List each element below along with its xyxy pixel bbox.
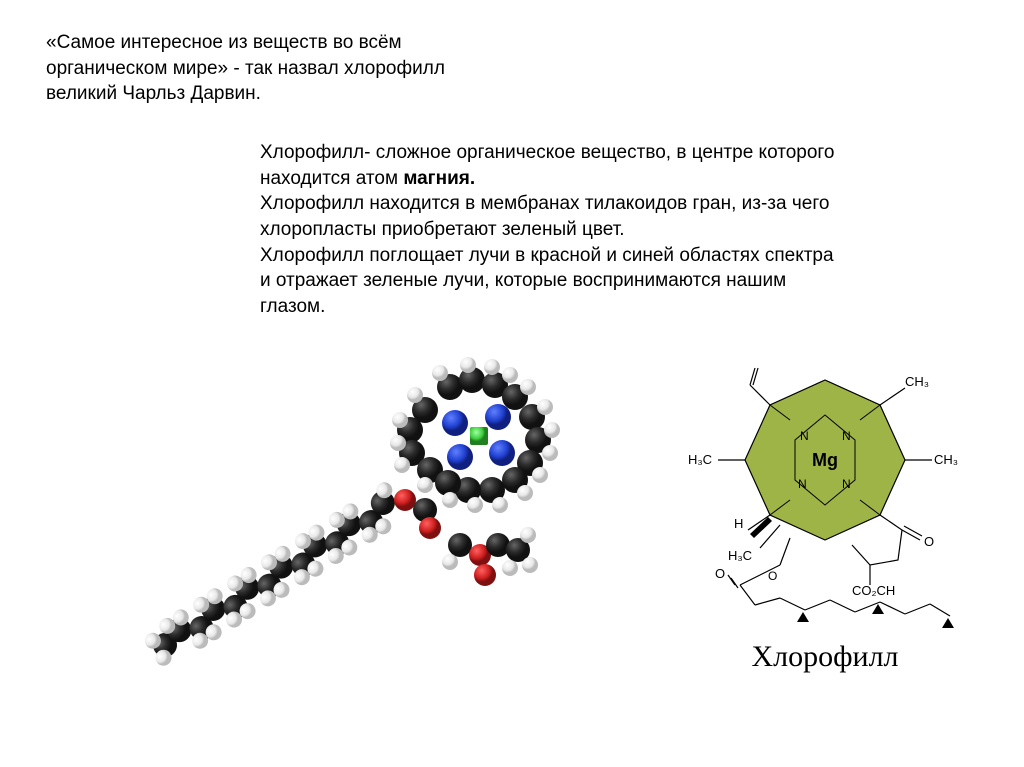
quote-line-3: великий Чарльз Дарвин. [46,81,476,107]
main-text: Хлорофилл- сложное органическое вещество… [260,140,840,319]
molecule-3d [130,350,650,680]
o-label: O [924,534,934,549]
structure-diagram: N N N N Mg [680,360,970,650]
quote-line-1: «Самое интересное из веществ во всём [46,30,476,56]
paragraph-1: Хлорофилл- сложное органическое вещество… [260,140,840,191]
quote-block: «Самое интересное из веществ во всём орг… [46,30,476,107]
svg-text:N: N [842,477,851,491]
svg-text:N: N [800,429,809,443]
h-label: H [734,516,743,531]
svg-text:N: N [798,477,807,491]
phytol-tail [139,479,411,673]
ch3-top: CH₃ [905,374,929,389]
ch3-right: CH₃ [934,452,958,467]
h3c-lower: H₃C [728,548,752,563]
mg-label: Mg [812,450,838,470]
quote-line-2: органическом мире» - так назвал хлорофил… [46,56,476,82]
ester-linkage [394,489,441,539]
structure-caption: Хлорофилл [680,640,970,674]
lower-ester [442,527,538,586]
p1a: Хлорофилл- сложное органическое вещество… [260,142,835,189]
svg-text:O: O [768,569,777,583]
porphyrin-head [390,357,560,513]
svg-text:N: N [842,429,851,443]
o-label-2: O [715,566,725,581]
h3c-left: H₃C [688,452,712,467]
paragraph-2: Хлорофилл находится в мембранах тилакоид… [260,191,840,242]
paragraph-3: Хлорофилл поглощает лучи в красной и син… [260,243,840,320]
p1b: магния. [403,168,475,189]
co2ch-label: CO₂CH [852,583,895,598]
